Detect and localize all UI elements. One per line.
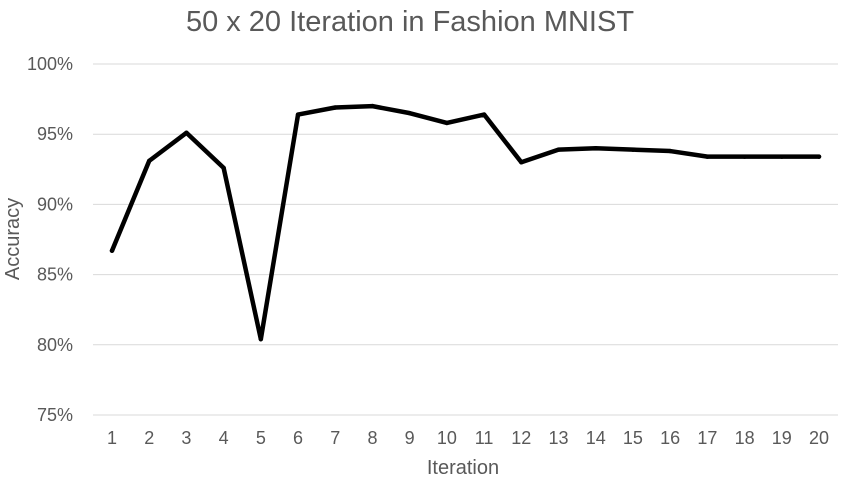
x-tick-label: 4 bbox=[219, 428, 229, 448]
data-point bbox=[444, 120, 450, 126]
x-axis-label: Iteration bbox=[427, 457, 499, 479]
data-point bbox=[184, 130, 189, 135]
data-point bbox=[147, 158, 152, 164]
data-point bbox=[519, 160, 524, 165]
y-tick-label: 95% bbox=[37, 124, 73, 144]
x-tick-label: 10 bbox=[437, 428, 457, 448]
data-point bbox=[407, 110, 412, 116]
x-tick-label: 11 bbox=[475, 428, 494, 448]
x-tick-label: 2 bbox=[144, 428, 154, 448]
x-tick-label: 15 bbox=[623, 428, 643, 448]
data-point bbox=[370, 103, 375, 109]
x-tick-label: 8 bbox=[367, 428, 377, 448]
data-point bbox=[593, 146, 598, 151]
x-tick-label: 13 bbox=[549, 428, 569, 448]
x-tick-label: 20 bbox=[809, 428, 829, 448]
x-tick-label: 5 bbox=[256, 428, 266, 448]
data-point bbox=[333, 105, 338, 110]
y-tick-label: 100% bbox=[27, 54, 73, 74]
x-tick-label: 12 bbox=[511, 428, 531, 448]
grid-lines bbox=[93, 63, 838, 416]
data-point bbox=[221, 165, 226, 171]
x-tick-label: 17 bbox=[697, 428, 717, 448]
data-point bbox=[109, 248, 115, 253]
data-point bbox=[779, 154, 784, 159]
y-tick-label: 90% bbox=[37, 194, 73, 214]
x-tick-label: 9 bbox=[405, 428, 415, 448]
x-tick-label: 16 bbox=[660, 428, 680, 448]
chart-title: 50 x 20 Iteration in Fashion MNIST bbox=[186, 6, 634, 38]
x-tick-label: 14 bbox=[586, 428, 606, 448]
y-axis-label: Accuracy bbox=[2, 198, 24, 280]
data-point bbox=[816, 154, 822, 159]
data-point bbox=[481, 112, 487, 117]
x-tick-label: 18 bbox=[735, 428, 755, 448]
y-axis-ticks: 75% 80% 85% 90% 95% 100% bbox=[27, 54, 73, 425]
series-line bbox=[109, 103, 822, 342]
x-tick-label: 7 bbox=[330, 428, 340, 448]
y-tick-label: 80% bbox=[37, 335, 73, 355]
x-tick-label: 1 bbox=[107, 428, 117, 448]
data-point bbox=[630, 147, 636, 152]
y-tick-label: 75% bbox=[37, 405, 73, 425]
series-layer bbox=[109, 103, 822, 342]
data-point bbox=[705, 154, 710, 159]
x-tick-label: 3 bbox=[181, 428, 191, 448]
data-point bbox=[667, 148, 673, 154]
data-point bbox=[258, 336, 264, 342]
y-tick-label: 85% bbox=[37, 265, 73, 285]
x-tick-label: 19 bbox=[772, 428, 792, 448]
x-axis-ticks: 1 2 3 4 5 6 7 8 9 10 11 12 13 14 15 16 17 18 19 20 bbox=[107, 428, 829, 448]
x-tick-label: 6 bbox=[293, 428, 303, 448]
data-point bbox=[556, 147, 561, 152]
data-point bbox=[295, 112, 301, 117]
data-point bbox=[742, 154, 747, 159]
